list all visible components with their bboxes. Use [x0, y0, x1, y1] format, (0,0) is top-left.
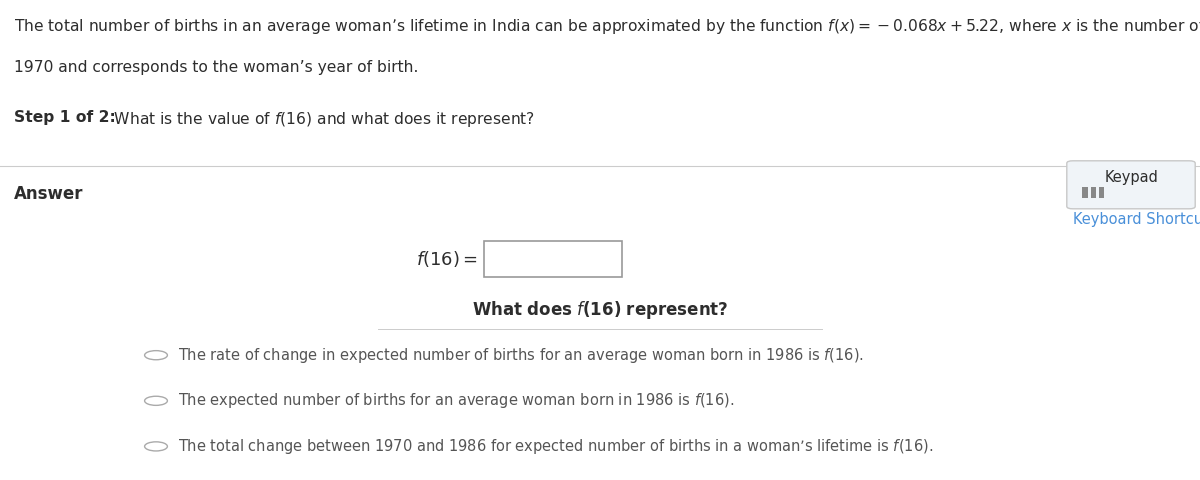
Text: The expected number of births for an average woman born in 1986 is $f(16)$.: The expected number of births for an ave… — [178, 391, 734, 410]
Text: Keypad: Keypad — [1105, 170, 1158, 185]
Text: The total change between 1970 and 1986 for expected number of births in a woman’: The total change between 1970 and 1986 f… — [178, 437, 932, 456]
Text: What is the value of $f(16)$ and what does it represent?: What is the value of $f(16)$ and what do… — [104, 110, 535, 130]
Text: 1970 and corresponds to the woman’s year of birth.: 1970 and corresponds to the woman’s year… — [14, 60, 419, 75]
Bar — [1091, 191, 1097, 194]
Circle shape — [145, 396, 168, 405]
Circle shape — [145, 350, 168, 360]
Text: Step 1 of 2:: Step 1 of 2: — [14, 110, 116, 125]
Circle shape — [145, 442, 168, 451]
Text: The total number of births in an average woman’s lifetime in India can be approx: The total number of births in an average… — [14, 17, 1200, 36]
Bar — [1099, 193, 1104, 198]
FancyBboxPatch shape — [484, 241, 622, 277]
Text: Keyboard Shortcuts: Keyboard Shortcuts — [1073, 212, 1200, 227]
Bar — [1091, 193, 1097, 198]
Bar — [1091, 187, 1097, 191]
Bar — [1082, 191, 1088, 194]
Bar — [1099, 187, 1104, 191]
Bar — [1082, 193, 1088, 198]
Text: $\mathbf{What\ does}$ $\mathit{f}\mathbf{(16)}$ $\mathbf{represent?}$: $\mathbf{What\ does}$ $\mathit{f}\mathbf… — [472, 299, 728, 321]
Bar — [1099, 191, 1104, 194]
FancyBboxPatch shape — [1067, 161, 1195, 209]
Text: The rate of change in expected number of births for an average woman born in 198: The rate of change in expected number of… — [178, 346, 864, 365]
Bar — [1082, 187, 1088, 191]
Text: $f(16) =$: $f(16) =$ — [415, 249, 478, 269]
Text: Answer: Answer — [14, 185, 84, 203]
